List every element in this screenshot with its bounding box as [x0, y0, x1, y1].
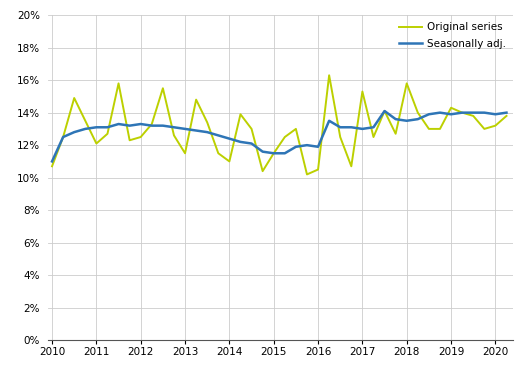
Seasonally adj.: [448, 112, 454, 116]
Seasonally adj.: [249, 141, 255, 146]
Line: Original series: Original series: [52, 75, 506, 174]
Original series: [393, 132, 399, 136]
Original series: [315, 167, 321, 172]
Original series: [138, 135, 144, 139]
Original series: [281, 135, 288, 139]
Seasonally adj.: [415, 117, 421, 121]
Original series: [259, 169, 266, 174]
Original series: [226, 159, 233, 164]
Original series: [293, 127, 299, 131]
Seasonally adj.: [160, 123, 166, 128]
Seasonally adj.: [215, 133, 222, 138]
Original series: [437, 127, 443, 131]
Seasonally adj.: [60, 135, 66, 139]
Seasonally adj.: [459, 110, 466, 115]
Original series: [359, 89, 366, 94]
Seasonally adj.: [437, 110, 443, 115]
Seasonally adj.: [226, 136, 233, 141]
Seasonally adj.: [481, 110, 488, 115]
Original series: [415, 110, 421, 115]
Legend: Original series, Seasonally adj.: Original series, Seasonally adj.: [397, 20, 508, 51]
Seasonally adj.: [503, 110, 509, 115]
Seasonally adj.: [270, 151, 277, 156]
Original series: [49, 164, 55, 169]
Seasonally adj.: [281, 151, 288, 156]
Original series: [215, 151, 222, 156]
Original series: [171, 133, 177, 138]
Original series: [459, 110, 466, 115]
Seasonally adj.: [359, 127, 366, 131]
Seasonally adj.: [426, 112, 432, 116]
Original series: [348, 164, 354, 169]
Original series: [337, 135, 343, 139]
Seasonally adj.: [348, 125, 354, 130]
Original series: [370, 135, 377, 139]
Original series: [270, 151, 277, 156]
Seasonally adj.: [182, 127, 188, 131]
Seasonally adj.: [138, 122, 144, 126]
Original series: [104, 132, 111, 136]
Seasonally adj.: [404, 119, 410, 123]
Original series: [71, 96, 77, 100]
Original series: [448, 105, 454, 110]
Original series: [304, 172, 310, 177]
Original series: [126, 138, 133, 143]
Original series: [160, 86, 166, 91]
Original series: [503, 114, 509, 118]
Original series: [93, 141, 99, 146]
Seasonally adj.: [293, 144, 299, 149]
Seasonally adj.: [126, 123, 133, 128]
Seasonally adj.: [393, 117, 399, 121]
Seasonally adj.: [304, 143, 310, 147]
Line: Seasonally adj.: Seasonally adj.: [52, 111, 506, 161]
Seasonally adj.: [370, 125, 377, 130]
Seasonally adj.: [337, 125, 343, 130]
Seasonally adj.: [470, 110, 477, 115]
Seasonally adj.: [315, 144, 321, 149]
Seasonally adj.: [238, 139, 244, 144]
Seasonally adj.: [193, 128, 199, 133]
Original series: [381, 109, 388, 113]
Original series: [115, 81, 122, 86]
Seasonally adj.: [104, 125, 111, 130]
Seasonally adj.: [492, 112, 498, 116]
Seasonally adj.: [149, 123, 155, 128]
Original series: [470, 114, 477, 118]
Seasonally adj.: [115, 122, 122, 126]
Seasonally adj.: [71, 130, 77, 135]
Original series: [82, 119, 88, 123]
Seasonally adj.: [259, 149, 266, 154]
Original series: [204, 120, 211, 125]
Original series: [326, 73, 332, 77]
Seasonally adj.: [326, 119, 332, 123]
Original series: [404, 81, 410, 86]
Seasonally adj.: [93, 125, 99, 130]
Original series: [249, 127, 255, 131]
Seasonally adj.: [82, 127, 88, 131]
Original series: [492, 123, 498, 128]
Seasonally adj.: [49, 159, 55, 164]
Original series: [60, 135, 66, 139]
Original series: [193, 98, 199, 102]
Seasonally adj.: [171, 125, 177, 130]
Seasonally adj.: [381, 109, 388, 113]
Original series: [481, 127, 488, 131]
Original series: [238, 112, 244, 116]
Seasonally adj.: [204, 130, 211, 135]
Original series: [426, 127, 432, 131]
Original series: [149, 122, 155, 126]
Original series: [182, 151, 188, 156]
